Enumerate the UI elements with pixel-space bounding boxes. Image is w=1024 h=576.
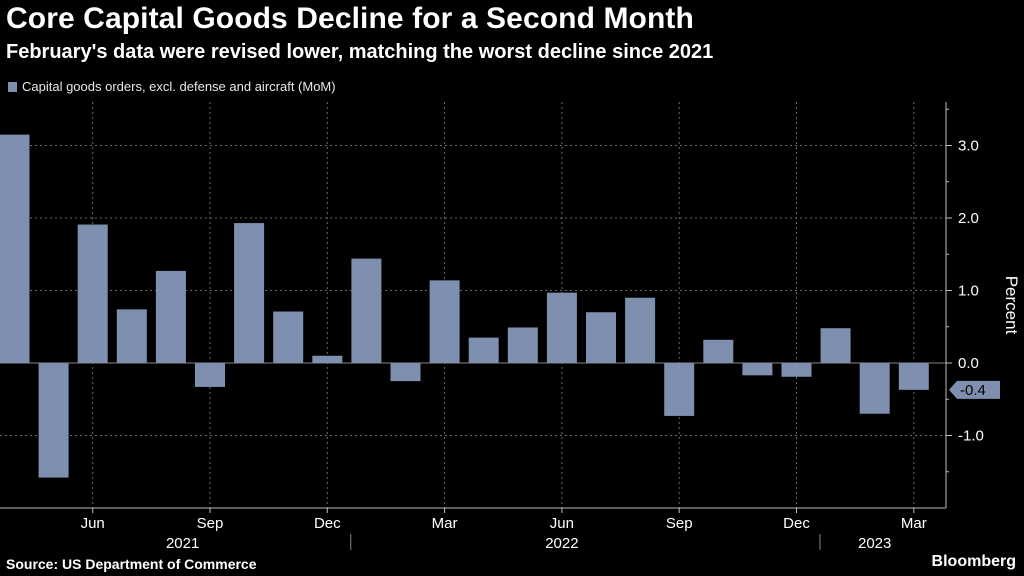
y-tick-label: 3.0: [958, 138, 979, 155]
bar: [351, 258, 382, 363]
last-value-tag: [949, 380, 1000, 399]
y-tick-label: 0.0: [958, 355, 979, 372]
legend: Capital goods orders, excl. defense and …: [8, 79, 336, 94]
bar: [155, 270, 186, 363]
bloomberg-logo: Bloomberg: [931, 553, 1016, 570]
legend-label: Capital goods orders, excl. defense and …: [22, 79, 336, 94]
last-value-label: -0.4: [960, 382, 986, 399]
bar: [781, 363, 812, 377]
x-tick-label: Sep: [197, 515, 224, 532]
bar: [429, 280, 460, 363]
x-tick-label: Dec: [314, 515, 341, 532]
chart-subtitle: February's data were revised lower, matc…: [6, 41, 714, 63]
x-year-label: 2022: [545, 535, 578, 552]
y-axis-title: Percent: [1002, 276, 1021, 335]
x-year-label: 2023: [858, 535, 891, 552]
bar: [859, 363, 890, 414]
bar: [820, 328, 851, 363]
x-tick-label: Sep: [666, 515, 693, 532]
bar: [390, 363, 421, 382]
bar: [0, 134, 30, 363]
bar: [664, 363, 695, 416]
x-tick-label: Mar: [901, 515, 927, 532]
x-tick-label: Dec: [783, 515, 810, 532]
chart-title: Core Capital Goods Decline for a Second …: [6, 2, 694, 35]
x-tick-label: Jun: [550, 515, 574, 532]
bar: [546, 292, 577, 363]
bar: [742, 363, 773, 376]
source-note: Source: US Department of Commerce: [6, 556, 257, 572]
bar: [468, 337, 499, 363]
bar: [234, 223, 265, 363]
y-tick-label: 2.0: [958, 210, 979, 227]
bar: [195, 363, 225, 387]
y-tick-label: -1.0: [958, 428, 984, 445]
x-tick-label: Mar: [432, 515, 458, 532]
bar: [625, 297, 656, 363]
bar: [273, 311, 304, 363]
bar: [312, 355, 343, 363]
bar: [586, 312, 616, 363]
bar: [898, 363, 929, 390]
y-tick-label: 1.0: [958, 283, 979, 300]
legend-swatch: [8, 81, 17, 92]
x-tick-label: Jun: [81, 515, 105, 532]
x-year-label: 2021: [166, 535, 199, 552]
bar: [77, 224, 108, 363]
bar: [507, 327, 538, 363]
bar: [703, 339, 734, 363]
bar: [116, 309, 147, 363]
bar: [38, 363, 69, 478]
